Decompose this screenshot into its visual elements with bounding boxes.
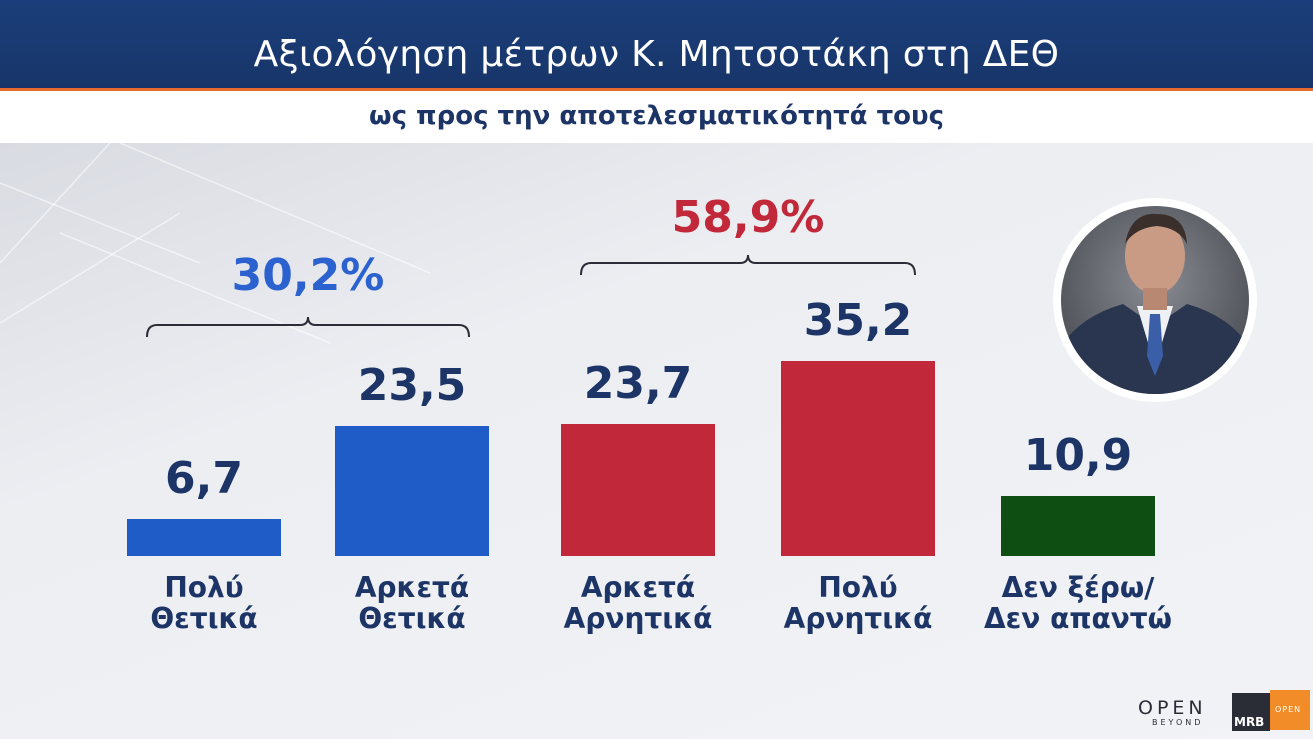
bar-very-negative [781, 360, 935, 556]
bar-dont-know [1001, 495, 1155, 556]
open-tagline: BEYOND [1152, 718, 1204, 727]
value-label-very-positive: 6,7 [165, 452, 243, 504]
bar-fairly-negative [561, 424, 715, 556]
mrb-logo-text: MRB [1234, 715, 1265, 729]
category-label-line: Πολύ [164, 571, 244, 604]
accent-line [0, 88, 1313, 91]
category-label-line: Δεν απαντώ [984, 602, 1172, 635]
category-label-line: Αρκετά [580, 571, 696, 604]
page-title: Αξιολόγηση μέτρων Κ. Μητσοτάκη στη ΔΕΘ [253, 34, 1060, 75]
category-label-line: Θετικά [150, 602, 258, 635]
open-corner-logo: OPEN [1270, 690, 1310, 730]
bar-very-positive [127, 518, 281, 556]
value-label-dont-know: 10,9 [1023, 429, 1133, 481]
value-label-very-negative: 35,2 [803, 294, 913, 346]
mrb-logo: MRB [1232, 693, 1270, 731]
bar-fairly-positive [335, 425, 489, 556]
category-label-line: Πολύ [818, 571, 898, 604]
background-decoration [0, 143, 431, 344]
header-bar [0, 0, 1313, 88]
group-total-label: 58,9% [671, 192, 825, 243]
category-label-line: Αρνητικά [783, 602, 933, 635]
page-subtitle: ως προς την αποτελεσματικότητά τους [368, 101, 945, 131]
open-corner-text: OPEN [1275, 705, 1302, 714]
group-total-label: 30,2% [231, 250, 385, 301]
value-label-fairly-positive: 23,5 [357, 359, 467, 411]
open-logo: OPEN [1138, 697, 1207, 719]
person-icon [1061, 213, 1249, 394]
value-label-fairly-negative: 23,7 [583, 358, 693, 410]
category-label-fairly-negative: Αρκετά Αρνητικά [528, 572, 748, 634]
category-label-line: Αρκετά [354, 571, 470, 604]
category-label-line: Αρνητικά [563, 602, 713, 635]
subtitle-bar [0, 91, 1313, 143]
category-label-very-negative: Πολύ Αρνητικά [748, 572, 968, 634]
category-label-very-positive: Πολύ Θετικά [94, 572, 314, 634]
category-label-line: Θετικά [358, 602, 466, 635]
portrait-photo [1061, 206, 1249, 394]
category-label-dont-know: Δεν ξέρω/Δεν απαντώ [968, 572, 1188, 634]
category-label-fairly-positive: Αρκετά Θετικά [302, 572, 522, 634]
category-label-line: Δεν ξέρω/ [1001, 571, 1155, 604]
